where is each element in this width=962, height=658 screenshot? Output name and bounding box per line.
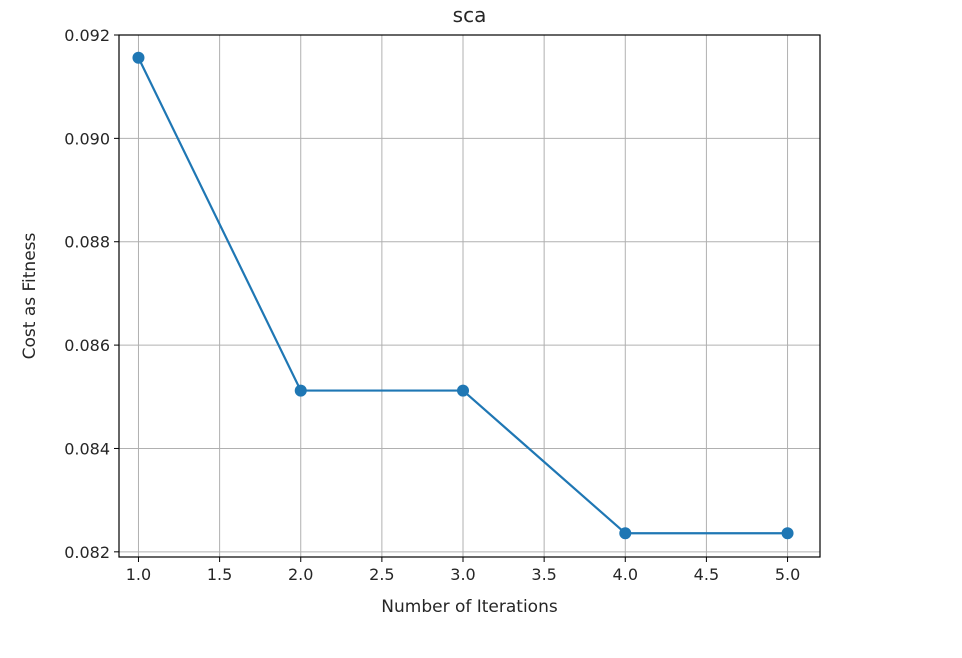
data-point: [294, 384, 307, 397]
x-tick-label: 5.0: [775, 565, 800, 584]
x-tick-label: 3.5: [531, 565, 556, 584]
grid: [119, 34, 820, 557]
data-point: [132, 51, 145, 64]
ticks: 1.0 1.5 2.0 2.5 3.0 3.5 4.0 4.5 5.0 0.082 0.084 0.0…: [64, 26, 800, 584]
data-point: [457, 384, 470, 397]
x-axis-label: Number of Iterations: [381, 597, 558, 617]
x-tick-label: 2.5: [369, 565, 394, 584]
y-axis-label: Cost as Fitness: [20, 232, 40, 359]
x-tick-label: 2.0: [288, 565, 313, 584]
chart-title: sca: [453, 3, 487, 27]
x-tick-label: 4.0: [613, 565, 638, 584]
plot-background: [119, 35, 820, 557]
series-layer: [132, 51, 794, 540]
x-tick-label: 4.5: [694, 565, 719, 584]
x-tick-label: 1.0: [126, 565, 151, 584]
y-tick-label: 0.082: [64, 543, 110, 562]
y-tick-label: 0.090: [64, 129, 110, 148]
data-point: [781, 527, 794, 540]
x-tick-label: 1.5: [207, 565, 232, 584]
y-tick-label: 0.084: [64, 439, 110, 458]
plot-frame: [118, 34, 821, 558]
x-tick-label: 3.0: [450, 565, 475, 584]
y-tick-label: 0.086: [64, 336, 110, 355]
y-tick-label: 0.088: [64, 233, 110, 252]
y-tick-label: 0.092: [64, 26, 110, 45]
data-point: [619, 527, 632, 540]
